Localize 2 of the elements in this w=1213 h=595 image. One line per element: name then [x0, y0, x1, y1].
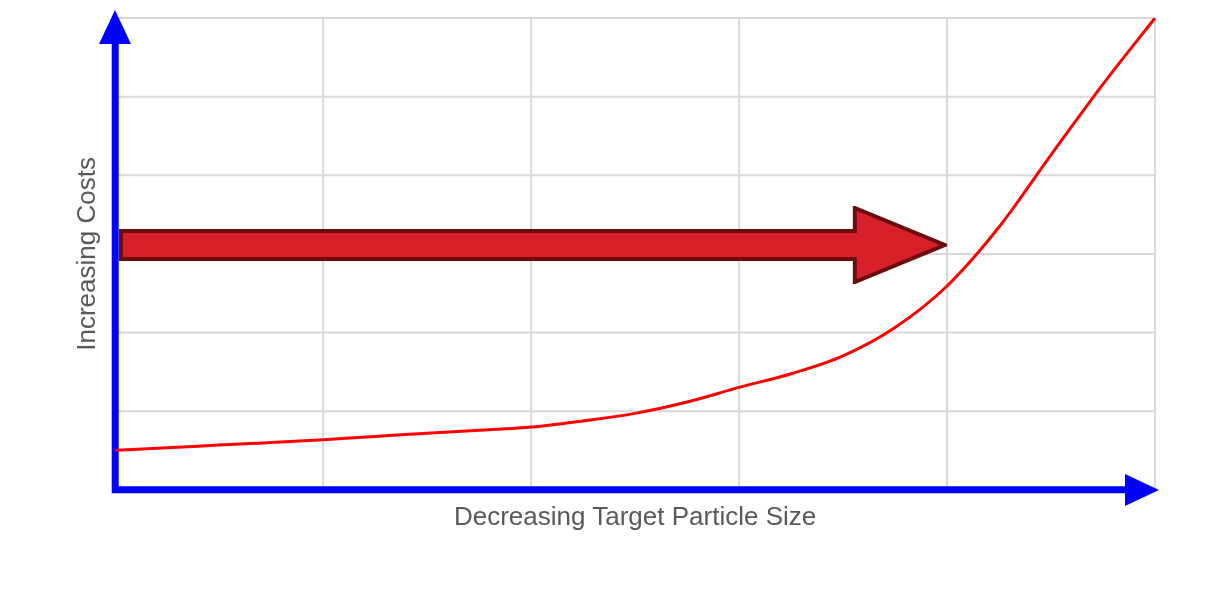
y-axis-title: Increasing Costs: [70, 157, 101, 351]
x-axis-title: Decreasing Target Particle Size: [453, 500, 817, 531]
